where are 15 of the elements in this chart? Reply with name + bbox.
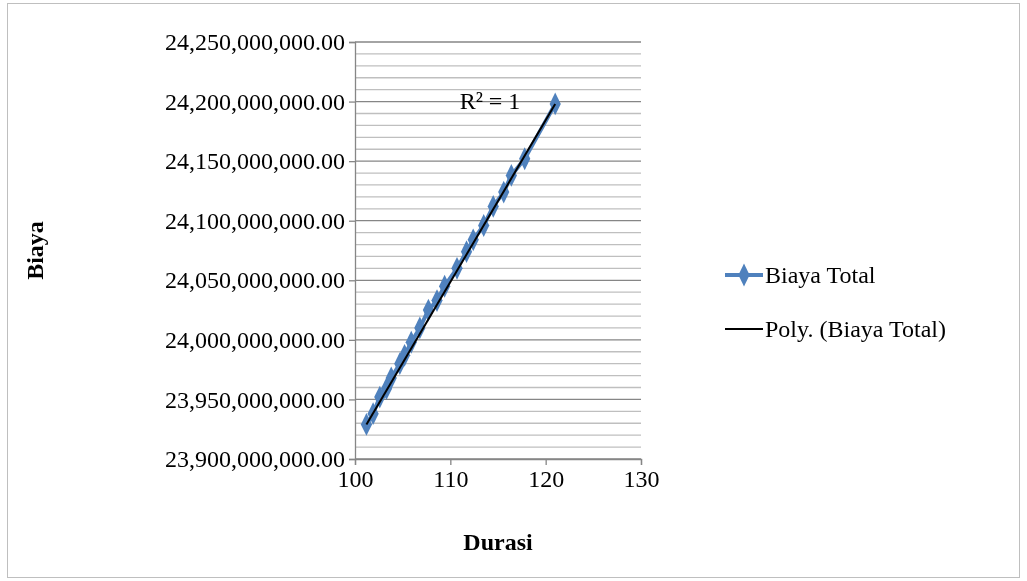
x-axis-title: Durasi <box>463 529 533 555</box>
y-tick-label: 24,050,000,000.00 <box>165 267 345 294</box>
x-tick-label: 110 <box>433 466 469 493</box>
y-tick-label: 24,200,000,000.00 <box>165 88 345 115</box>
y-tick-label: 24,250,000,000.00 <box>165 29 345 56</box>
legend-label: Biaya Total <box>765 262 876 288</box>
y-axis-title: Biaya <box>22 221 48 280</box>
y-tick-label: 24,100,000,000.00 <box>165 207 345 234</box>
y-tick-label: 24,150,000,000.00 <box>165 148 345 175</box>
legend-label: Poly. (Biaya Total) <box>765 316 946 342</box>
y-tick-label: 23,950,000,000.00 <box>165 386 345 413</box>
x-tick-label: 130 <box>623 466 660 493</box>
x-tick-label: 120 <box>528 466 565 493</box>
y-tick-label: 24,000,000,000.00 <box>165 327 345 354</box>
annotation: R² = 1 <box>459 88 521 114</box>
